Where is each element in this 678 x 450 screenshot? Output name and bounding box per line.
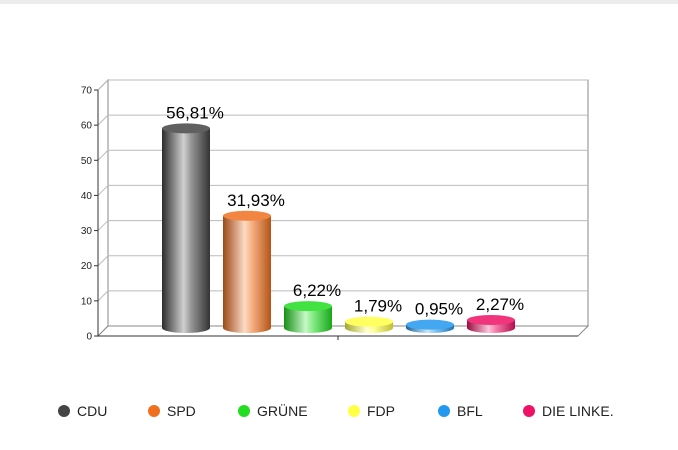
y-tick-label: 0 [86, 332, 92, 343]
gridline-side [97, 255, 109, 267]
legend-swatch [438, 405, 450, 417]
value-label: 2,27% [476, 295, 524, 314]
bar-top [284, 301, 332, 312]
legend-label: CDU [77, 403, 108, 419]
bar-cdu [162, 123, 210, 333]
y-tick-label: 10 [81, 296, 93, 307]
bar-top [345, 316, 393, 327]
bar-die-linke [467, 315, 515, 333]
legend-item: BFL [438, 400, 483, 422]
y-tick-label: 20 [81, 261, 93, 272]
legend-item: DIE LINKE. [523, 400, 614, 422]
bar-top [162, 123, 210, 134]
y-tick-label: 60 [81, 121, 93, 132]
y-tick-label: 30 [81, 226, 93, 237]
bar-top [467, 315, 515, 326]
gridline-side [97, 79, 109, 91]
value-label: 6,22% [293, 281, 341, 300]
legend-swatch [348, 405, 360, 417]
top-bar [0, 0, 678, 4]
legend-swatch [58, 405, 70, 417]
y-tick-label: 40 [81, 191, 93, 202]
bar-body [223, 215, 271, 333]
gridline-side [97, 185, 109, 196]
legend-item: FDP [348, 400, 395, 422]
legend-item: GRÜNE [238, 400, 308, 422]
plot-side-wall [97, 78, 109, 338]
value-label: 1,79% [354, 297, 402, 316]
value-label: 31,93% [227, 191, 285, 210]
legend-swatch [523, 405, 535, 417]
gridline-side [97, 149, 109, 161]
bar-top [406, 319, 454, 330]
legend-swatch [238, 405, 250, 417]
gridline-side [97, 290, 109, 302]
bar-bfl [406, 319, 454, 333]
y-tick-label: 70 [81, 86, 93, 97]
bar-grüne [284, 301, 332, 333]
legend-label: GRÜNE [257, 403, 308, 419]
bar-top [223, 210, 271, 221]
legend-label: FDP [367, 403, 395, 419]
gridline-side [97, 114, 109, 126]
legend: CDU SPD GRÜNE FDP BFL DIE LINKE. [58, 400, 658, 422]
legend-item: CDU [58, 400, 107, 422]
legend-label: DIE LINKE. [542, 403, 614, 419]
value-labels: 56,81% 31,93% 6,22% 1,79% 0,95% 2,27% [166, 103, 524, 318]
legend-label: SPD [167, 403, 196, 419]
y-tick-label: 50 [81, 156, 93, 167]
legend-item: SPD [148, 400, 196, 422]
legend-swatch [148, 405, 160, 417]
bar-fdp [345, 316, 393, 333]
legend-label: BFL [457, 403, 483, 419]
bar-spd [223, 210, 271, 333]
bar-body [162, 128, 210, 333]
bars [162, 123, 515, 333]
bar-chart: 0 10 20 30 40 50 60 70 56,81% 31,93% 6,22% 1,79% 0,… [81, 78, 590, 343]
bar-body [284, 306, 332, 333]
value-label: 0,95% [415, 300, 463, 319]
value-label: 56,81% [166, 103, 224, 122]
gridline-side [97, 220, 109, 231]
axes: 0 10 20 30 40 50 60 70 [81, 86, 578, 343]
